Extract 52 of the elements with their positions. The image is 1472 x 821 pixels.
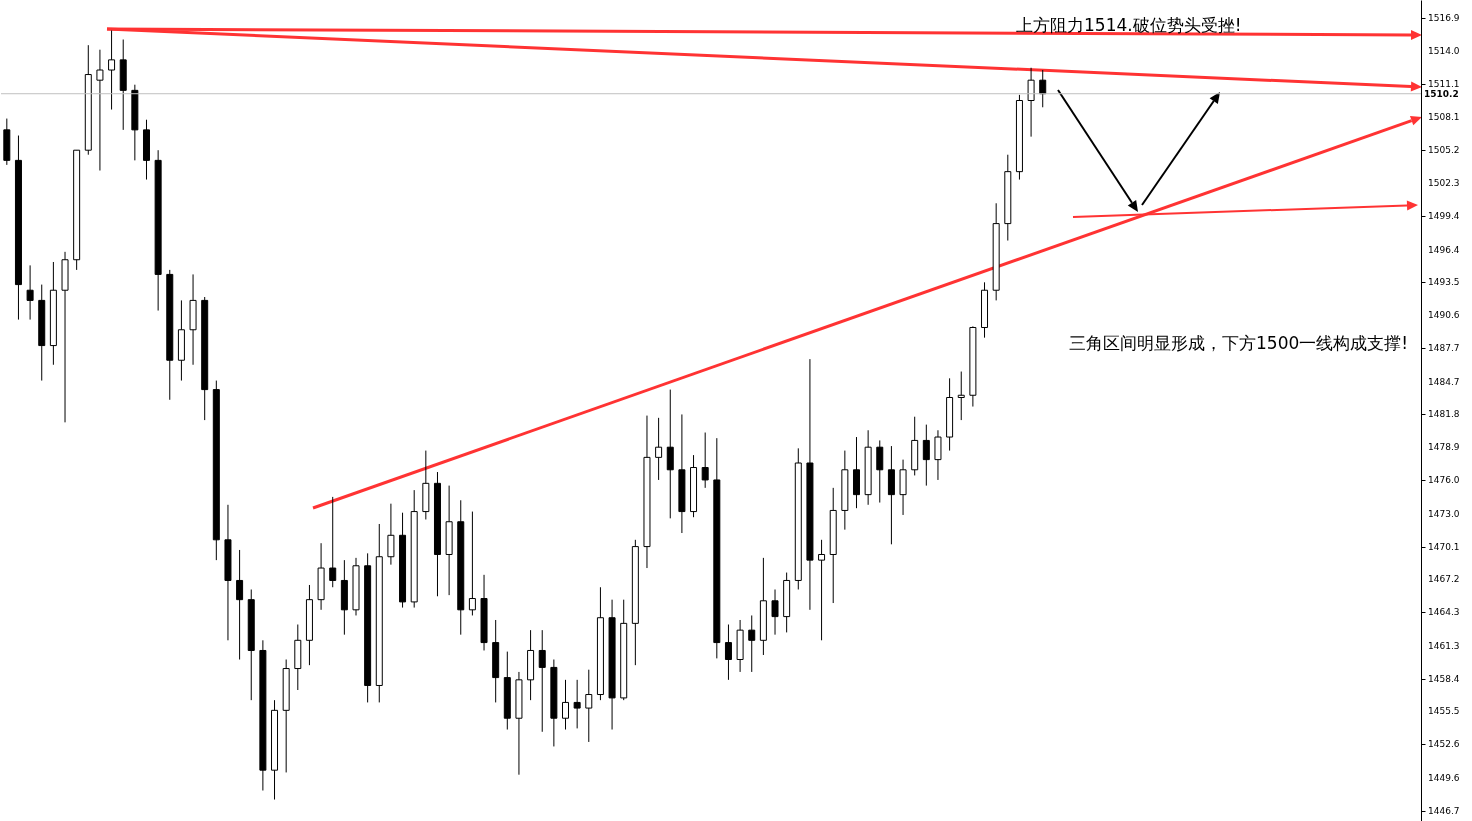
candlestick <box>573 679 581 729</box>
y-tick-label: 1452.6 <box>1428 739 1460 750</box>
candlestick <box>96 49 104 172</box>
candlestick <box>562 679 570 731</box>
candlestick <box>26 264 34 321</box>
candlestick <box>748 614 756 673</box>
annotation: 三角区间明显形成，下方1500一线构成支撑! <box>1069 333 1409 353</box>
candlestick <box>1039 69 1047 108</box>
candlestick <box>585 669 593 743</box>
candlestick <box>1027 67 1035 138</box>
y-tick-label: 1458.4 <box>1428 673 1460 684</box>
y-tick-label: 1464.3 <box>1428 607 1460 618</box>
candlestick <box>236 549 244 661</box>
y-tick-label: 1496.4 <box>1428 244 1460 255</box>
y-tick-label: 1467.2 <box>1428 574 1460 585</box>
candlestick <box>468 511 476 616</box>
annotation: 上方阻力1514.破位势头受挫! <box>1016 15 1242 35</box>
y-tick-label: 1481.8 <box>1428 409 1460 420</box>
candlestick <box>387 503 395 566</box>
y-tick-label: 1455.5 <box>1428 706 1460 717</box>
y-tick-label: 1478.9 <box>1428 442 1460 453</box>
y-tick-label: 1484.7 <box>1428 376 1460 387</box>
y-tick-label: 1499.4 <box>1428 210 1460 221</box>
y-tick-label: 1511.1 <box>1428 78 1460 89</box>
y-tick-label: 1487.7 <box>1428 342 1460 353</box>
candlestick <box>818 539 826 641</box>
ref-line-label: 1510.2 <box>1424 88 1459 99</box>
y-tick-label: 1449.6 <box>1428 773 1460 784</box>
y-tick-label: 1508.1 <box>1428 112 1460 123</box>
y-tick-label: 1476.0 <box>1428 474 1460 485</box>
y-tick-label: 1470.1 <box>1428 541 1460 552</box>
y-tick-label: 1446.7 <box>1428 805 1460 816</box>
candlestick <box>876 439 884 504</box>
y-tick-label: 1490.6 <box>1428 310 1460 321</box>
candlestick <box>934 429 942 481</box>
candlestick <box>108 29 116 111</box>
y-tick-label: 1514.0 <box>1428 45 1460 56</box>
candlestick <box>922 424 930 487</box>
y-tick-label: 1473.0 <box>1428 508 1460 519</box>
candlestick <box>701 432 709 489</box>
candlestick <box>666 389 674 519</box>
candlestick <box>724 624 732 681</box>
y-tick-label: 1461.3 <box>1428 640 1460 651</box>
candlestick <box>771 588 779 636</box>
y-tick-label: 1505.2 <box>1428 145 1460 156</box>
candlestick <box>655 417 663 481</box>
candlestick <box>957 371 965 421</box>
y-tick-label: 1502.3 <box>1428 177 1460 188</box>
y-tick-label: 1516.9 <box>1428 13 1460 24</box>
y-tick-label: 1493.5 <box>1428 277 1460 288</box>
candlestick <box>538 629 546 733</box>
candlestick <box>329 496 337 588</box>
